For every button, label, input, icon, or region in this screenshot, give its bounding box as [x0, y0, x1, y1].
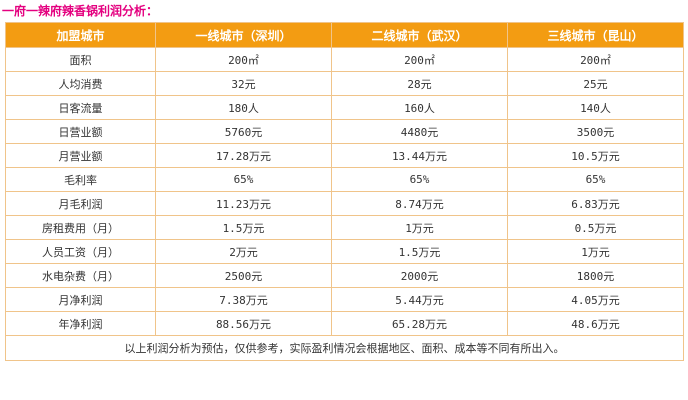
cell-tier2: 5.44万元 — [331, 287, 508, 312]
cell-tier2: 160人 — [331, 95, 508, 120]
page-title: 一府一辣府辣香锅利润分析： — [2, 4, 159, 18]
cell-tier2: 200㎡ — [331, 47, 508, 72]
header-city: 加盟城市 — [5, 22, 156, 48]
table-row: 毛利率 65% 65% 65% — [5, 167, 684, 192]
row-label: 水电杂费（月） — [5, 263, 156, 288]
table-row: 年净利润 88.56万元 65.28万元 48.6万元 — [5, 311, 684, 336]
cell-tier1: 32元 — [155, 71, 332, 96]
table-row: 日营业额 5760元 4480元 3500元 — [5, 119, 684, 144]
row-label: 月营业额 — [5, 143, 156, 168]
table-header-row: 加盟城市 一线城市（深圳） 二线城市（武汉） 三线城市（昆山） — [5, 22, 684, 48]
table-row: 月营业额 17.28万元 13.44万元 10.5万元 — [5, 143, 684, 168]
row-label: 人员工资（月） — [5, 239, 156, 264]
cell-tier2: 28元 — [331, 71, 508, 96]
table-row: 日客流量 180人 160人 140人 — [5, 95, 684, 120]
header-tier3: 三线城市（昆山） — [507, 22, 684, 48]
cell-tier3: 1800元 — [507, 263, 684, 288]
cell-tier3: 140人 — [507, 95, 684, 120]
cell-tier2: 1.5万元 — [331, 239, 508, 264]
table-row: 面积 200㎡ 200㎡ 200㎡ — [5, 47, 684, 72]
cell-tier1: 200㎡ — [155, 47, 332, 72]
table-row: 房租费用（月） 1.5万元 1万元 0.5万元 — [5, 215, 684, 240]
header-tier2: 二线城市（武汉） — [331, 22, 508, 48]
row-label: 月净利润 — [5, 287, 156, 312]
profit-analysis-table: 加盟城市 一线城市（深圳） 二线城市（武汉） 三线城市（昆山） 面积 200㎡ … — [5, 22, 684, 361]
table-row: 水电杂费（月） 2500元 2000元 1800元 — [5, 263, 684, 288]
cell-tier2: 65% — [331, 167, 508, 192]
cell-tier3: 0.5万元 — [507, 215, 684, 240]
cell-tier3: 6.83万元 — [507, 191, 684, 216]
cell-tier3: 25元 — [507, 71, 684, 96]
cell-tier2: 2000元 — [331, 263, 508, 288]
row-label: 年净利润 — [5, 311, 156, 336]
cell-tier1: 2万元 — [155, 239, 332, 264]
cell-tier3: 10.5万元 — [507, 143, 684, 168]
cell-tier3: 65% — [507, 167, 684, 192]
row-label: 月毛利润 — [5, 191, 156, 216]
cell-tier1: 17.28万元 — [155, 143, 332, 168]
cell-tier3: 4.05万元 — [507, 287, 684, 312]
cell-tier3: 1万元 — [507, 239, 684, 264]
cell-tier1: 2500元 — [155, 263, 332, 288]
table-row: 月净利润 7.38万元 5.44万元 4.05万元 — [5, 287, 684, 312]
cell-tier1: 88.56万元 — [155, 311, 332, 336]
cell-tier1: 180人 — [155, 95, 332, 120]
table-footer-row: 以上利润分析为预估，仅供参考，实际盈利情况会根据地区、面积、成本等不同有所出入。 — [5, 335, 684, 361]
row-label: 日营业额 — [5, 119, 156, 144]
table-row: 人员工资（月） 2万元 1.5万元 1万元 — [5, 239, 684, 264]
cell-tier1: 7.38万元 — [155, 287, 332, 312]
cell-tier1: 5760元 — [155, 119, 332, 144]
row-label: 房租费用（月） — [5, 215, 156, 240]
row-label: 毛利率 — [5, 167, 156, 192]
cell-tier1: 65% — [155, 167, 332, 192]
header-tier1: 一线城市（深圳） — [155, 22, 332, 48]
cell-tier2: 13.44万元 — [331, 143, 508, 168]
row-label: 日客流量 — [5, 95, 156, 120]
cell-tier1: 11.23万元 — [155, 191, 332, 216]
cell-tier2: 4480元 — [331, 119, 508, 144]
table-row: 人均消费 32元 28元 25元 — [5, 71, 684, 96]
cell-tier2: 65.28万元 — [331, 311, 508, 336]
row-label: 人均消费 — [5, 71, 156, 96]
cell-tier2: 8.74万元 — [331, 191, 508, 216]
cell-tier3: 200㎡ — [507, 47, 684, 72]
cell-tier3: 48.6万元 — [507, 311, 684, 336]
footer-note: 以上利润分析为预估，仅供参考，实际盈利情况会根据地区、面积、成本等不同有所出入。 — [5, 335, 684, 361]
row-label: 面积 — [5, 47, 156, 72]
cell-tier2: 1万元 — [331, 215, 508, 240]
cell-tier1: 1.5万元 — [155, 215, 332, 240]
table-row: 月毛利润 11.23万元 8.74万元 6.83万元 — [5, 191, 684, 216]
cell-tier3: 3500元 — [507, 119, 684, 144]
